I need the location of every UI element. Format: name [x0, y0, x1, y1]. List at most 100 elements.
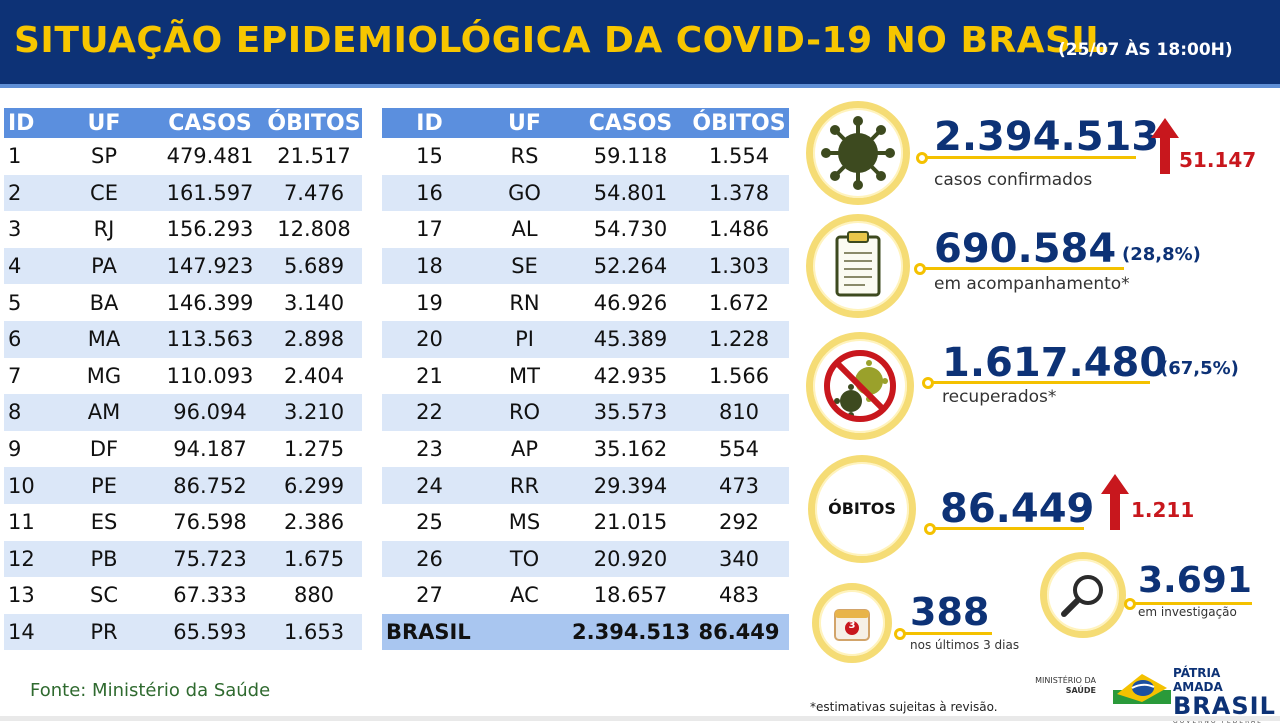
source-text: Fonte: Ministério da Saúde — [30, 680, 271, 701]
cell-cases: 20.920 — [572, 540, 689, 578]
table-row: 1 SP 479.481 21.517 — [4, 138, 362, 175]
table-row: 15 RS 59.118 1.554 — [382, 138, 789, 175]
cell-deaths: 1.554 — [708, 144, 770, 169]
cell-cases: 479.481 — [166, 144, 254, 169]
cell-id: 10 — [4, 467, 54, 504]
table-row: 25 MS 21.015 292 — [382, 504, 789, 541]
table-row: 4 PA 147.923 5.689 — [4, 247, 362, 285]
cell-deaths: 6.299 — [266, 467, 362, 504]
cell-id: 24 — [382, 467, 477, 504]
cell-id: 2 — [4, 174, 54, 212]
cell-cases: 45.389 — [572, 320, 689, 358]
table-row: 17 AL 54.730 1.486 — [382, 211, 789, 248]
cell-id: 16 — [382, 174, 477, 212]
total-label: BRASIL — [382, 613, 572, 651]
cell-uf: MG — [86, 363, 122, 388]
cell-deaths: 810 — [689, 394, 789, 431]
cell-cases: 46.926 — [593, 290, 668, 315]
recovered-value: 1.617.480 — [942, 340, 1168, 386]
cell-uf: ES — [90, 510, 118, 535]
cell-cases: 54.730 — [593, 217, 668, 242]
col-header-cases: CASOS — [154, 108, 266, 138]
cell-uf: PE — [54, 467, 154, 504]
no-virus-icon — [824, 350, 896, 422]
col-header-id: ID — [4, 108, 54, 138]
cell-cases: 42.935 — [593, 363, 668, 388]
cell-deaths: 340 — [689, 540, 789, 578]
confirmed-label: casos confirmados — [934, 170, 1093, 190]
cell-uf: SC — [90, 583, 118, 608]
monitoring-pct: (28,8%) — [1122, 244, 1201, 265]
cell-deaths: 2.386 — [283, 510, 345, 535]
cell-uf: AM — [54, 394, 154, 431]
table-row: 11 ES 76.598 2.386 — [4, 504, 362, 541]
cell-uf: DF — [89, 437, 119, 462]
report-datetime: (25/07 ÀS 18:00H) — [1058, 40, 1233, 60]
connector-line — [932, 381, 1150, 384]
uf-table-right: ID UF CASOS ÓBITOS 15 RS 59.118 1.554 16 GO 54… — [382, 108, 789, 651]
cell-id: 22 — [382, 394, 477, 431]
table-row: 26 TO 20.920 340 — [382, 540, 789, 578]
col-header-id: ID — [382, 108, 477, 138]
cell-deaths: 473 — [689, 467, 789, 504]
cell-id: 18 — [382, 247, 477, 285]
cell-cases: 110.093 — [166, 363, 254, 388]
cell-cases: 18.657 — [593, 583, 668, 608]
cell-uf: RR — [477, 467, 572, 504]
cell-cases: 54.801 — [572, 174, 689, 212]
cell-cases: 156.293 — [166, 217, 254, 242]
table-row: 19 RN 46.926 1.672 — [382, 284, 789, 321]
cell-uf: PB — [54, 540, 154, 578]
cell-deaths: 5.689 — [266, 247, 362, 285]
cell-cases: 146.399 — [166, 290, 254, 315]
cell-id: 8 — [4, 394, 54, 431]
cell-deaths: 1.486 — [708, 217, 770, 242]
cell-uf: RJ — [93, 217, 115, 242]
confirmed-increase: 51.147 — [1179, 148, 1257, 172]
cell-cases: 67.333 — [173, 583, 247, 608]
cell-uf: PA — [54, 247, 154, 285]
cell-id: 7 — [8, 363, 22, 388]
table-row: 13 SC 67.333 880 — [4, 577, 362, 614]
cell-uf: AL — [511, 217, 538, 242]
col-header-uf: UF — [54, 108, 154, 138]
confirmed-value: 2.394.513 — [934, 114, 1160, 160]
cell-uf: GO — [477, 174, 572, 212]
cell-cases: 76.598 — [173, 510, 247, 535]
recovered-label: recuperados* — [942, 387, 1057, 407]
cell-id: 25 — [416, 510, 443, 535]
recovered-pct: (67,5%) — [1160, 358, 1239, 379]
table-row: 22 RO 35.573 810 — [382, 394, 789, 431]
cell-id: 4 — [4, 247, 54, 285]
cell-deaths: 7.476 — [266, 174, 362, 212]
ministry-logo-text: MINISTÉRIO DA SAÚDE — [1030, 676, 1096, 696]
cell-deaths: 1.228 — [689, 320, 789, 358]
table-row: 21 MT 42.935 1.566 — [382, 358, 789, 395]
cell-cases: 94.187 — [173, 437, 247, 462]
table-body: 1 SP 479.481 21.517 2 CE 161.597 7.476 3 RJ 156.29… — [4, 138, 362, 651]
cell-uf: MT — [509, 363, 540, 388]
table-row: 23 AP 35.162 554 — [382, 431, 789, 468]
recent-value: 388 — [910, 590, 990, 634]
cell-id: 17 — [416, 217, 443, 242]
cell-id: 13 — [8, 583, 35, 608]
cell-cases: 147.923 — [154, 247, 266, 285]
page-header: SITUAÇÃO EPIDEMIOLÓGICA DA COVID-19 NO B… — [0, 0, 1280, 88]
cell-uf: SE — [477, 247, 572, 285]
cell-uf: MS — [508, 510, 541, 535]
col-header-uf: UF — [477, 108, 572, 138]
cell-deaths: 1.566 — [708, 363, 770, 388]
cell-id: 1 — [8, 144, 22, 169]
cell-id: 9 — [8, 437, 22, 462]
cell-id: 19 — [416, 290, 443, 315]
cell-deaths: 1.675 — [266, 540, 362, 578]
cell-id: 14 — [4, 613, 54, 651]
cell-deaths: 1.672 — [708, 290, 770, 315]
cell-deaths: 1.653 — [266, 613, 362, 651]
cell-uf: MA — [54, 320, 154, 358]
table-row: 3 RJ 156.293 12.808 — [4, 211, 362, 248]
cell-uf: PI — [477, 320, 572, 358]
cell-cases: 86.752 — [154, 467, 266, 504]
table-row: 7 MG 110.093 2.404 — [4, 358, 362, 395]
deaths-badge-label: ÓBITOS — [828, 499, 896, 518]
